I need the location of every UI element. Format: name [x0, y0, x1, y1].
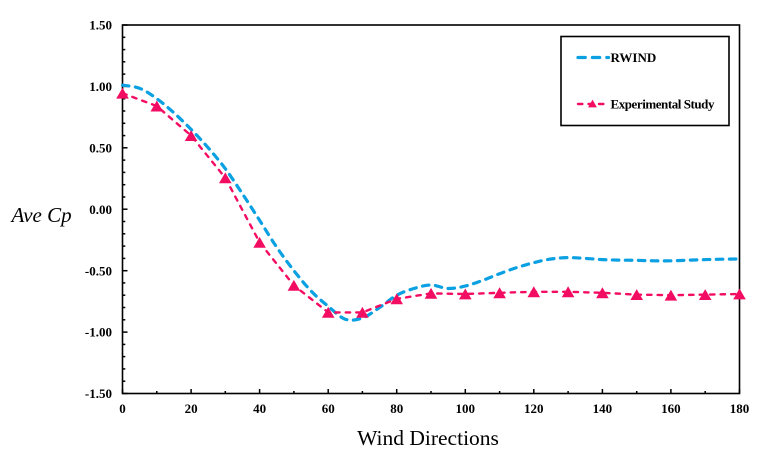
svg-text:20: 20	[185, 401, 198, 416]
svg-text:-0.50: -0.50	[85, 263, 112, 278]
svg-text:0.50: 0.50	[89, 140, 112, 155]
svg-text:Wind Directions: Wind Directions	[357, 426, 499, 450]
svg-text:Experimental Study: Experimental Study	[611, 97, 715, 112]
svg-text:80: 80	[390, 401, 403, 416]
svg-text:60: 60	[322, 401, 335, 416]
svg-text:0: 0	[119, 401, 126, 416]
svg-text:-1.50: -1.50	[85, 386, 112, 401]
svg-text:40: 40	[253, 401, 266, 416]
svg-text:180: 180	[730, 401, 750, 416]
svg-text:1.50: 1.50	[89, 18, 112, 33]
svg-text:Ave Cp: Ave Cp	[10, 203, 72, 227]
svg-text:100: 100	[456, 401, 476, 416]
svg-text:RWIND: RWIND	[611, 50, 657, 65]
svg-text:140: 140	[593, 401, 613, 416]
svg-text:0.00: 0.00	[89, 202, 112, 217]
svg-text:160: 160	[661, 401, 681, 416]
svg-text:-1.00: -1.00	[85, 325, 112, 340]
svg-text:120: 120	[524, 401, 544, 416]
svg-text:1.00: 1.00	[89, 79, 112, 94]
